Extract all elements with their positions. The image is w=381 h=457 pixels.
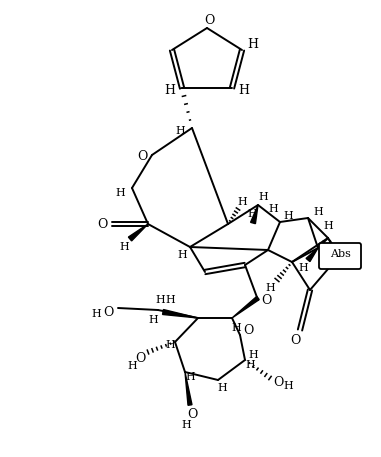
Text: H: H: [91, 309, 101, 319]
Text: Abs: Abs: [330, 249, 351, 259]
Polygon shape: [163, 309, 198, 318]
Text: O: O: [103, 305, 113, 319]
Text: H: H: [217, 383, 227, 393]
Text: H: H: [258, 192, 268, 202]
Text: H: H: [175, 126, 185, 136]
Text: H: H: [239, 85, 250, 97]
Text: O: O: [261, 293, 271, 307]
Text: O: O: [204, 15, 214, 27]
Text: H: H: [283, 211, 293, 221]
Polygon shape: [185, 372, 192, 405]
Text: H: H: [165, 340, 175, 350]
Text: H: H: [313, 207, 323, 217]
Text: H: H: [268, 204, 278, 214]
Text: O: O: [290, 334, 300, 346]
Text: H: H: [298, 263, 308, 273]
Text: H: H: [165, 295, 175, 305]
Text: H: H: [148, 315, 158, 325]
Text: O: O: [137, 150, 147, 164]
Text: H: H: [248, 350, 258, 360]
Text: H: H: [321, 240, 331, 250]
Text: H: H: [237, 197, 247, 207]
Polygon shape: [128, 224, 148, 241]
Polygon shape: [306, 248, 318, 261]
Text: H: H: [181, 420, 191, 430]
Text: O: O: [97, 218, 107, 230]
Text: O: O: [187, 409, 197, 421]
FancyBboxPatch shape: [319, 243, 361, 269]
Text: H: H: [185, 372, 195, 382]
Text: H: H: [177, 250, 187, 260]
Text: O: O: [243, 324, 253, 338]
Text: H: H: [231, 323, 241, 333]
Text: O: O: [135, 351, 145, 365]
Text: H: H: [247, 209, 257, 219]
Text: H: H: [265, 283, 275, 293]
Text: H: H: [248, 37, 258, 51]
Text: H: H: [283, 381, 293, 391]
Text: H: H: [155, 295, 165, 305]
Text: H: H: [323, 221, 333, 231]
Text: H: H: [245, 360, 255, 370]
Polygon shape: [251, 205, 258, 223]
Text: H: H: [127, 361, 137, 371]
Text: H: H: [119, 242, 129, 252]
Polygon shape: [232, 297, 259, 318]
Text: O: O: [273, 376, 283, 388]
Text: H: H: [115, 188, 125, 198]
Text: H: H: [165, 85, 176, 97]
